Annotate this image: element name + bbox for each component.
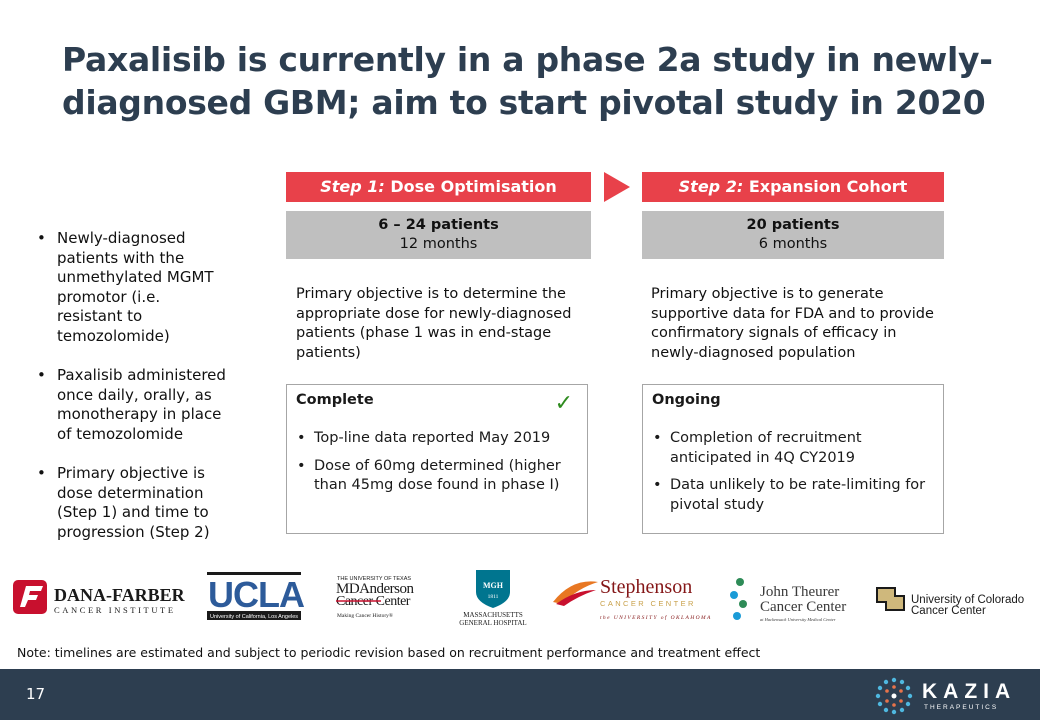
md-anderson-line1: MDAnderson	[336, 581, 414, 597]
intro-bullet-list: Newly-diagnosed patients with the unmeth…	[34, 229, 230, 562]
slide-title: Paxalisib is currently in a phase 2a stu…	[62, 40, 993, 122]
step2-status-list: Completion of recruitment anticipated in…	[652, 429, 928, 523]
partner-logos: DANA-FARBER CANCER INSTITUTE UCLA Univer…	[13, 570, 1024, 627]
step1-status-item: Top-line data reported May 2019	[296, 429, 568, 449]
step1-status-box: Complete ✓ Top-line data reported May 20…	[286, 384, 588, 534]
page-number: 17	[26, 685, 46, 703]
mgh-line1: MASSACHUSETTS	[463, 611, 523, 619]
step1-status-item: Dose of 60mg determined (higher than 45m…	[296, 457, 568, 496]
stephenson-sub: CANCER CENTER	[600, 599, 696, 608]
step2-status-item: Completion of recruitment anticipated in…	[652, 429, 928, 468]
step1-header: Step 1: Dose Optimisation	[286, 172, 591, 202]
step1-objective: Primary objective is to determine the ap…	[296, 286, 572, 361]
dana-farber-sub: CANCER INSTITUTE	[54, 605, 176, 615]
ucla-logo: UCLA University of California, Los Angel…	[207, 572, 306, 620]
md-anderson-top: THE UNIVERSITY OF TEXAS	[337, 576, 411, 582]
step2-patients-box: 20 patients 6 months	[642, 211, 944, 259]
step2-duration: 6 months	[758, 236, 828, 252]
step2-name: Expansion Cohort	[748, 177, 908, 196]
mgh-line2: GENERAL HOSPITAL	[459, 619, 526, 627]
step2-label: Step 2:	[678, 177, 744, 196]
md-anderson-tagline: Making Cancer History®	[337, 612, 393, 619]
step2-patients: 20 patients	[746, 217, 840, 233]
john-theurer-line1: John Theurer	[760, 584, 839, 600]
ucla-sub: University of California, Los Angeles	[210, 614, 298, 620]
ucla-name: UCLA	[208, 574, 305, 615]
intro-bullet: Primary objective is dose determination …	[34, 464, 230, 542]
step1-patients: 6 – 24 patients	[378, 217, 499, 233]
intro-bullet: Paxalisib administered once daily, orall…	[34, 366, 230, 444]
step1-status-title: Complete	[296, 392, 374, 408]
step1-label: Step 1:	[320, 177, 385, 196]
john-theurer-line2: Cancer Center	[760, 599, 846, 615]
md-anderson-logo: THE UNIVERSITY OF TEXAS MDAnderson Cance…	[336, 576, 415, 619]
step1-patients-box: 6 – 24 patients 12 months	[286, 211, 591, 259]
footer-bar: 17 KAZIA THERAPEUTICS	[0, 669, 1040, 720]
kazia-logo-icon	[875, 677, 913, 715]
dana-farber-name: DANA-FARBER	[54, 585, 186, 605]
step2-status-item: Data unlikely to be rate-limiting for pi…	[652, 476, 928, 515]
kazia-brand-name: KAZIA	[922, 680, 1017, 703]
step1-name: Dose Optimisation	[390, 177, 557, 196]
colorado-line1: University of Colorado	[911, 594, 1024, 606]
kazia-brand-sub: THERAPEUTICS	[924, 704, 999, 711]
john-theurer-tagline: at Hackensack University Medical Center	[760, 617, 836, 622]
colorado-logo: University of Colorado Cancer Center	[876, 587, 1024, 617]
footnote: Note: timelines are estimated and subjec…	[17, 645, 761, 660]
stephenson-tagline: the UNIVERSITY of OKLAHOMA	[600, 614, 712, 621]
arrow-right-icon	[604, 172, 630, 202]
step2-header: Step 2: Expansion Cohort	[642, 172, 944, 202]
john-theurer-logo: John Theurer Cancer Center at Hackensack…	[730, 578, 846, 622]
stephenson-logo: Stephenson CANCER CENTER the UNIVERSITY …	[553, 576, 712, 621]
mgh-badge: MGH	[483, 581, 504, 590]
colorado-line2: Cancer Center	[911, 605, 986, 617]
step1-duration: 12 months	[399, 236, 478, 252]
step1-status-list: Top-line data reported May 2019 Dose of …	[296, 429, 568, 504]
step2-objective: Primary objective is to generate support…	[651, 286, 934, 361]
checkmark-icon: ✓	[554, 391, 573, 416]
mgh-logo: MGH 1811 MASSACHUSETTS GENERAL HOSPITAL	[459, 570, 527, 627]
intro-bullet: Newly-diagnosed patients with the unmeth…	[34, 229, 230, 346]
dana-farber-logo: DANA-FARBER CANCER INSTITUTE	[13, 580, 186, 615]
mgh-year: 1811	[488, 594, 499, 600]
stephenson-name: Stephenson	[600, 576, 692, 598]
step2-status-box: Ongoing Completion of recruitment antici…	[642, 384, 944, 534]
step2-status-title: Ongoing	[652, 392, 721, 408]
